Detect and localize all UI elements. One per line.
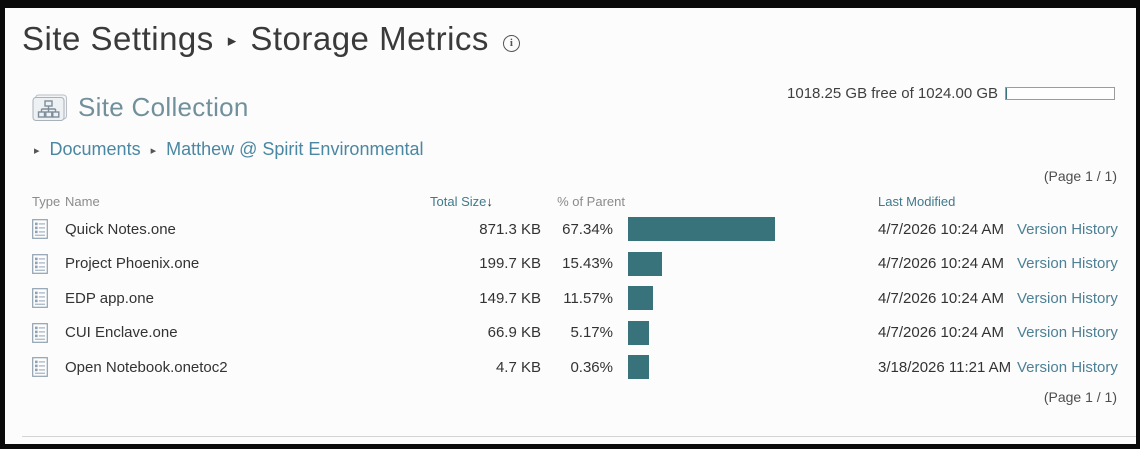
storage-table: Type Name Total Size↓ % of Parent Last M… xyxy=(5,191,1136,385)
table-row: EDP app.one 149.7 KB 11.57% 4/7/2026 10:… xyxy=(5,281,1136,316)
file-type-cell xyxy=(32,357,65,378)
table-row: Open Notebook.onetoc2 4.7 KB 0.36% 3/18/… xyxy=(5,350,1136,385)
breadcrumb: ▸ Documents ▸ Matthew @ Spirit Environme… xyxy=(34,139,433,160)
table-header-row: Type Name Total Size↓ % of Parent Last M… xyxy=(5,191,1136,212)
onenote-document-icon xyxy=(32,357,48,378)
table-body: Quick Notes.one 871.3 KB 67.34% 4/7/2026… xyxy=(5,212,1136,385)
file-percent-of-parent: 67.34% xyxy=(562,220,613,238)
breadcrumb-arrow-icon: ▸ xyxy=(34,145,40,157)
percent-bar-cell xyxy=(613,217,878,242)
pagination-bottom: (Page 1 / 1) xyxy=(1043,389,1117,405)
sort-descending-icon: ↓ xyxy=(486,194,493,209)
page-content: Site Settings ▸ Storage Metrics i 1018.2… xyxy=(5,8,1136,444)
table-row: Quick Notes.one 871.3 KB 67.34% 4/7/2026… xyxy=(5,212,1136,247)
version-history-link[interactable]: Version History xyxy=(1017,358,1118,376)
breadcrumb-item-documents[interactable]: Documents xyxy=(49,139,141,159)
title-site-settings[interactable]: Site Settings xyxy=(22,20,214,57)
column-header-total-size[interactable]: Total Size↓ xyxy=(430,194,493,209)
file-total-size: 66.9 KB xyxy=(487,324,541,342)
percent-bar xyxy=(628,320,649,345)
title-separator-icon: ▸ xyxy=(227,31,237,50)
page-title: Site Settings ▸ Storage Metrics i xyxy=(22,20,520,58)
onenote-document-icon xyxy=(32,288,48,309)
onenote-document-icon xyxy=(32,219,48,240)
file-name[interactable]: EDP app.one xyxy=(65,289,154,307)
quota-text: 1018.25 GB free of 1024.00 GB xyxy=(787,85,998,102)
onenote-document-icon xyxy=(32,322,48,343)
percent-bar-cell xyxy=(613,355,878,380)
file-total-size: 149.7 KB xyxy=(479,289,541,307)
file-last-modified: 4/7/2026 10:24 AM xyxy=(878,220,1004,238)
file-total-size: 199.7 KB xyxy=(479,255,541,273)
percent-bar xyxy=(628,286,653,311)
file-last-modified: 4/7/2026 10:24 AM xyxy=(878,289,1004,307)
percent-bar xyxy=(628,217,775,242)
file-percent-of-parent: 0.36% xyxy=(570,358,613,376)
version-history-link[interactable]: Version History xyxy=(1017,289,1118,307)
footer-divider xyxy=(22,436,1136,437)
quota-progress-fill xyxy=(1006,88,1007,99)
info-icon[interactable]: i xyxy=(502,34,520,52)
storage-quota: 1018.25 GB free of 1024.00 GB xyxy=(787,85,1115,102)
file-type-cell xyxy=(32,219,65,240)
breadcrumb-item-notebook[interactable]: Matthew @ Spirit Environmental xyxy=(166,139,424,159)
version-history-link[interactable]: Version History xyxy=(1017,220,1118,238)
file-percent-of-parent: 5.17% xyxy=(570,324,613,342)
breadcrumb-arrow-icon: ▸ xyxy=(150,145,157,157)
table-row: CUI Enclave.one 66.9 KB 5.17% 4/7/2026 1… xyxy=(5,316,1136,351)
pagination-top: (Page 1 / 1) xyxy=(1043,168,1117,184)
file-total-size: 871.3 KB xyxy=(479,220,541,238)
file-type-cell xyxy=(32,253,65,274)
column-header-type: Type xyxy=(32,194,61,209)
file-name[interactable]: Quick Notes.one xyxy=(65,220,176,238)
percent-bar xyxy=(628,355,649,380)
site-collection-header: Site Collection xyxy=(32,92,249,123)
table-row: Project Phoenix.one 199.7 KB 15.43% 4/7/… xyxy=(5,247,1136,282)
file-name[interactable]: CUI Enclave.one xyxy=(65,324,178,342)
file-name[interactable]: Open Notebook.onetoc2 xyxy=(65,358,228,376)
title-storage-metrics: Storage Metrics xyxy=(250,20,489,57)
version-history-link[interactable]: Version History xyxy=(1017,324,1118,342)
file-name[interactable]: Project Phoenix.one xyxy=(65,255,200,273)
file-total-size: 4.7 KB xyxy=(495,358,541,376)
column-header-percent-of-parent: % of Parent xyxy=(557,194,625,209)
percent-bar-cell xyxy=(613,320,878,345)
file-percent-of-parent: 11.57% xyxy=(563,289,613,307)
site-collection-heading: Site Collection xyxy=(78,92,249,122)
percent-bar-cell xyxy=(613,286,878,311)
column-header-last-modified[interactable]: Last Modified xyxy=(878,194,956,209)
column-header-name: Name xyxy=(65,194,100,209)
file-last-modified: 4/7/2026 10:24 AM xyxy=(878,255,1004,273)
percent-bar-cell xyxy=(613,251,878,276)
version-history-link[interactable]: Version History xyxy=(1017,255,1118,273)
file-last-modified: 3/18/2026 11:21 AM xyxy=(878,358,1012,376)
site-collection-icon xyxy=(32,94,67,121)
file-type-cell xyxy=(32,288,65,309)
quota-progress-bar xyxy=(1005,87,1115,100)
file-type-cell xyxy=(32,322,65,343)
percent-bar xyxy=(628,251,662,276)
file-percent-of-parent: 15.43% xyxy=(562,255,613,273)
file-last-modified: 4/7/2026 10:24 AM xyxy=(878,324,1004,342)
onenote-document-icon xyxy=(32,253,48,274)
